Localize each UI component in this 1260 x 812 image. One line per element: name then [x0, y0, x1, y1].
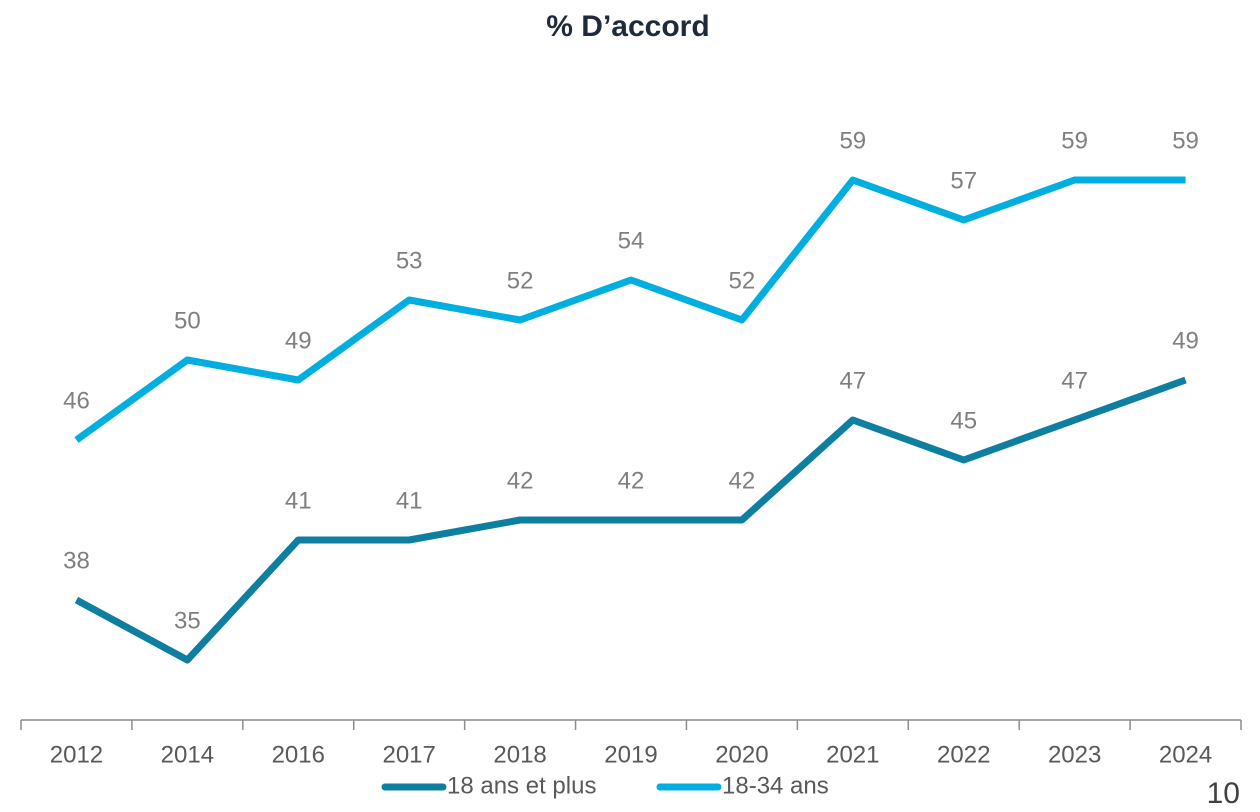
data-label: 42: [618, 467, 645, 494]
data-label: 38: [63, 547, 90, 574]
data-label: 35: [174, 607, 201, 634]
data-label: 59: [1061, 127, 1088, 154]
line-series: [74, 376, 1187, 664]
x-tick-label: 2014: [161, 741, 214, 768]
data-label: 42: [507, 467, 534, 494]
line-series: [74, 176, 1186, 443]
data-label: 41: [285, 487, 312, 514]
data-label: 52: [729, 267, 756, 294]
chart-title: % D’accord: [546, 10, 709, 43]
x-tick-label: 2019: [604, 741, 657, 768]
x-tick-label: 2018: [493, 741, 546, 768]
data-label: 53: [396, 247, 423, 274]
data-label: 57: [950, 167, 977, 194]
legend-label: 18-34 ans: [722, 772, 829, 799]
data-label: 42: [729, 467, 756, 494]
data-label: 46: [63, 387, 90, 414]
data-label: 54: [618, 227, 645, 254]
data-label: 41: [396, 487, 423, 514]
x-tick-label: 2023: [1048, 741, 1101, 768]
x-tick-label: 2022: [937, 741, 990, 768]
x-tick-label: 2012: [50, 741, 103, 768]
data-label: 50: [174, 307, 201, 334]
data-label: 49: [1172, 327, 1199, 354]
x-tick-label: 2020: [715, 741, 768, 768]
data-label: 47: [839, 367, 866, 394]
legend-label: 18 ans et plus: [447, 772, 596, 799]
data-label: 59: [839, 127, 866, 154]
data-label: 47: [1061, 367, 1088, 394]
x-tick-label: 2024: [1159, 741, 1212, 768]
data-label: 49: [285, 327, 312, 354]
x-tick-label: 2021: [826, 741, 879, 768]
x-tick-label: 2016: [272, 741, 325, 768]
data-label: 52: [507, 267, 534, 294]
data-label: 45: [950, 407, 977, 434]
data-label: 59: [1172, 127, 1199, 154]
x-tick-label: 2017: [382, 741, 435, 768]
page-number: 10: [1207, 777, 1240, 810]
